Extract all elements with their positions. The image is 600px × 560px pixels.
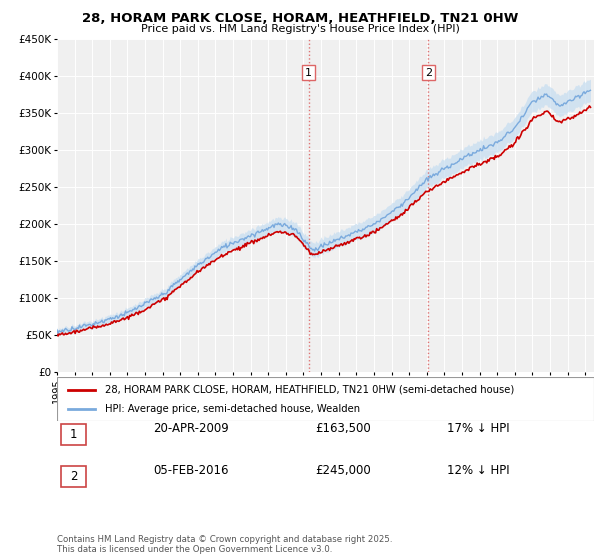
Text: 28, HORAM PARK CLOSE, HORAM, HEATHFIELD, TN21 0HW (semi-detached house): 28, HORAM PARK CLOSE, HORAM, HEATHFIELD,… — [106, 385, 515, 395]
Text: Price paid vs. HM Land Registry's House Price Index (HPI): Price paid vs. HM Land Registry's House … — [140, 24, 460, 34]
Text: £245,000: £245,000 — [315, 464, 371, 477]
Text: 28, HORAM PARK CLOSE, HORAM, HEATHFIELD, TN21 0HW: 28, HORAM PARK CLOSE, HORAM, HEATHFIELD,… — [82, 12, 518, 25]
Text: 17% ↓ HPI: 17% ↓ HPI — [447, 422, 509, 435]
Text: 20-APR-2009: 20-APR-2009 — [153, 422, 229, 435]
Text: 1: 1 — [305, 68, 312, 77]
Text: 05-FEB-2016: 05-FEB-2016 — [153, 464, 229, 477]
Text: 1: 1 — [70, 428, 77, 441]
Text: Contains HM Land Registry data © Crown copyright and database right 2025.
This d: Contains HM Land Registry data © Crown c… — [57, 535, 392, 554]
Text: 2: 2 — [70, 470, 77, 483]
Text: 12% ↓ HPI: 12% ↓ HPI — [447, 464, 509, 477]
Text: HPI: Average price, semi-detached house, Wealden: HPI: Average price, semi-detached house,… — [106, 404, 361, 414]
Text: £163,500: £163,500 — [315, 422, 371, 435]
Text: 2: 2 — [425, 68, 432, 77]
